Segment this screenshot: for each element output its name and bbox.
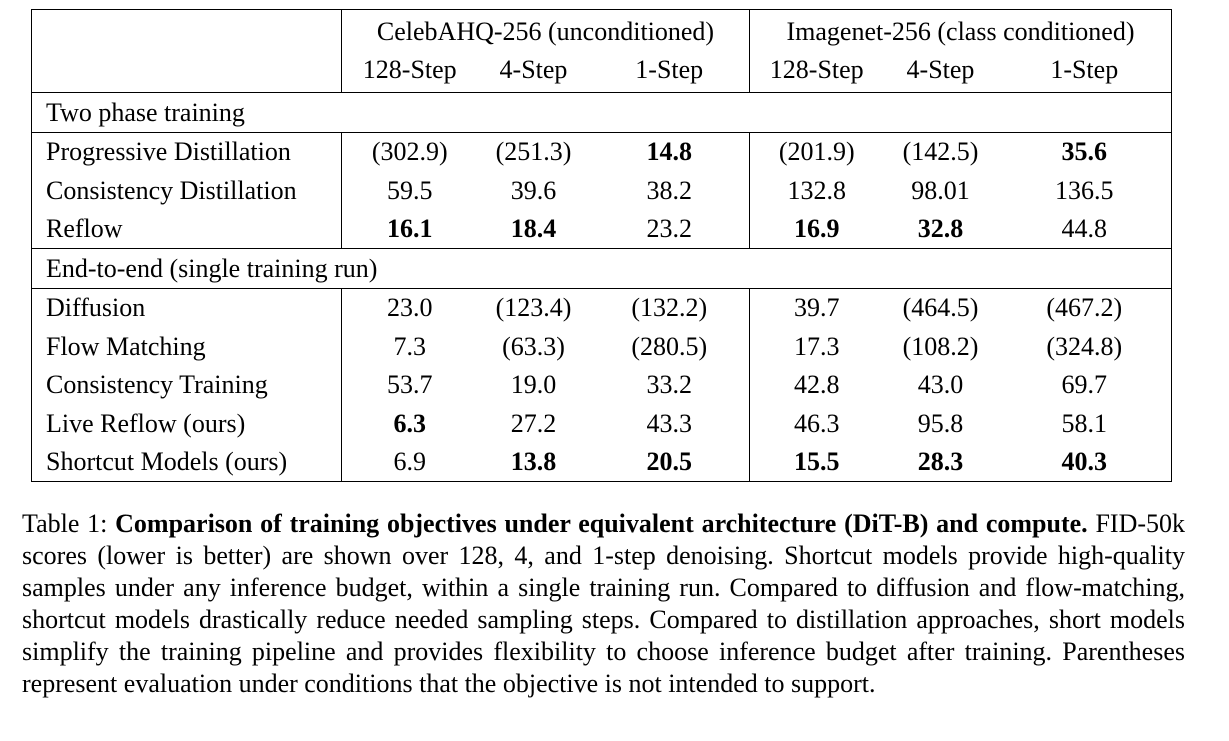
fid-score-cell: 95.8 [917, 408, 964, 438]
fid-score-cell: 58.1 [1061, 408, 1108, 438]
header-step: 1-Step [1050, 54, 1119, 84]
fid-score-cell: 28.3 [917, 446, 964, 476]
fid-score-cell: (63.3) [502, 331, 565, 361]
fid-score-cell: 23.0 [341, 288, 478, 328]
fid-score-cell: 23.2 [589, 209, 750, 249]
fid-score-cell: (467.2) [997, 288, 1172, 328]
table-caption: Table 1: Comparison of training objectiv… [22, 508, 1185, 700]
header-step: 1-Step [589, 50, 750, 93]
caption-body: FID-50k scores (lower is better) are sho… [22, 509, 1186, 698]
section-row: End-to-end (single training run) [31, 248, 1172, 289]
fid-score-cell: 14.8 [589, 132, 750, 172]
fid-score-cell: (108.2) [902, 331, 979, 361]
fid-score-cell: (201.9) [749, 132, 884, 172]
fid-score-cell: (251.3) [477, 132, 590, 172]
fid-score-cell: 6.9 [393, 446, 427, 476]
fid-score-cell: 13.8 [510, 446, 557, 476]
fid-score-cell: 39.7 [749, 288, 884, 328]
method-name: Live Reflow (ours) [31, 404, 342, 443]
table-row: Diffusion 23.0 (123.4) (132.2) 39.7 (464.5) (4… [31, 288, 1172, 328]
fid-score-cell: 69.7 [1061, 370, 1108, 400]
fid-score-cell: 46.3 [794, 408, 840, 438]
method-name: Flow Matching [31, 327, 342, 366]
fid-score-cell: 33.2 [589, 365, 750, 405]
section-row: Two phase training [31, 92, 1172, 133]
caption-label: Table 1: [22, 509, 116, 538]
table-row: Live Reflow (ours) 6.3 27.2 43.3 46.3 95.8 58.… [31, 404, 1172, 443]
caption-title: Comparison of training objectives under … [115, 509, 1088, 538]
fid-score-cell: 16.9 [794, 213, 840, 243]
fid-score-cell: 20.5 [589, 442, 750, 482]
header-step: 4-Step [906, 54, 975, 84]
table-body: CelebAHQ-256 (unconditioned) Imagenet-25… [31, 9, 1172, 482]
results-table-container: CelebAHQ-256 (unconditioned) Imagenet-25… [31, 9, 1173, 483]
fid-score-cell: 7.3 [393, 331, 427, 361]
fid-score-cell: 132.8 [787, 175, 847, 205]
fid-score-cell: 16.1 [387, 213, 433, 243]
table-row: Progressive Distillation (302.9) (251.3) 14… [31, 132, 1172, 172]
fid-score-cell: 35.6 [997, 132, 1172, 172]
fid-score-cell: 15.5 [794, 446, 840, 476]
header-group-imagenet: Imagenet-256 (class conditioned) [786, 17, 1135, 46]
section-label: Two phase training [31, 92, 1172, 133]
method-name: Consistency Training [31, 365, 342, 405]
header-step: 128-Step [769, 54, 864, 84]
fid-score-cell: 98.01 [911, 175, 970, 205]
header-step: 4-Step [499, 54, 568, 84]
fid-score-cell: (142.5) [883, 132, 998, 172]
fid-score-cell: 43.0 [917, 370, 964, 400]
fid-score-cell: 32.8 [917, 213, 964, 243]
section-label: End-to-end (single training run) [31, 248, 1172, 289]
header-group-celebahq: CelebAHQ-256 (unconditioned) [341, 9, 750, 50]
fid-score-cell: 38.2 [589, 171, 750, 210]
method-name: Shortcut Models (ours) [31, 442, 342, 482]
fid-score-cell: 136.5 [1055, 175, 1114, 205]
fid-score-cell: (280.5) [589, 327, 750, 366]
table-row: Shortcut Models (ours) 6.9 13.8 20.5 15.5 28.… [31, 442, 1172, 482]
table-row: Flow Matching 7.3 (63.3) (280.5) 17.3 (108.2)… [31, 327, 1172, 366]
header-step: 128-Step [362, 54, 457, 84]
method-name: Progressive Distillation [31, 132, 342, 172]
table-row: Consistency Distillation 59.5 39.6 38.2 132.… [31, 171, 1172, 210]
fid-score-cell: (123.4) [477, 288, 590, 328]
fid-score-cell: (464.5) [883, 288, 998, 328]
method-name: Reflow [31, 209, 342, 249]
header-row-datasets: CelebAHQ-256 (unconditioned) Imagenet-25… [31, 9, 1172, 50]
fid-score-cell: 42.8 [794, 370, 840, 400]
table-row: Consistency Training 53.7 19.0 33.2 42.8 43.0… [31, 365, 1172, 405]
fid-score-cell: (324.8) [1046, 331, 1123, 361]
fid-score-cell: 43.3 [589, 404, 750, 443]
table-row: Reflow 16.1 18.4 23.2 16.9 32.8 44.8 [31, 209, 1172, 249]
fid-score-cell: 59.5 [387, 175, 433, 205]
header-row-steps: 128-Step 4-Step 1-Step 128-Step 4-Step 1… [31, 50, 1172, 93]
fid-score-cell: 44.8 [1061, 213, 1108, 243]
fid-score-cell: (132.2) [589, 288, 750, 328]
fid-score-cell: 17.3 [794, 331, 840, 361]
header-corner-lower [31, 50, 342, 93]
results-table: CelebAHQ-256 (unconditioned) Imagenet-25… [31, 9, 1173, 483]
fid-score-cell: 53.7 [387, 370, 433, 400]
fid-score-cell: 40.3 [1061, 446, 1108, 476]
fid-score-cell: 27.2 [510, 408, 557, 438]
fid-score-cell: (302.9) [341, 132, 478, 172]
method-name: Consistency Distillation [31, 171, 342, 210]
fid-score-cell: 6.3 [393, 408, 427, 438]
header-corner [31, 9, 342, 50]
fid-score-cell: 18.4 [510, 213, 557, 243]
fid-score-cell: 39.6 [510, 175, 557, 205]
fid-score-cell: 19.0 [510, 370, 557, 400]
method-name: Diffusion [31, 288, 342, 328]
